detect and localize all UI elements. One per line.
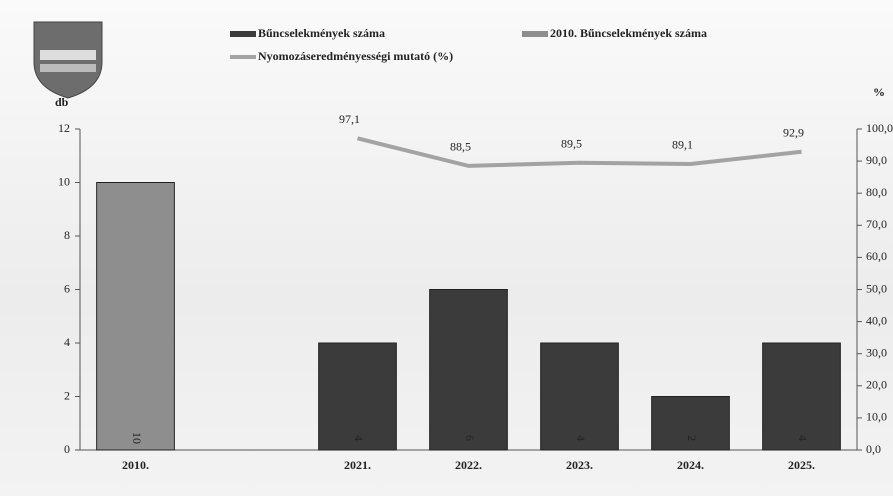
x-tick-label: 2010. xyxy=(122,458,149,472)
bar-value-label: 6 xyxy=(463,435,477,441)
y-tick-label: 0 xyxy=(64,442,70,456)
bar-value-label: 2 xyxy=(685,435,699,441)
y2-tick-label: 90,0 xyxy=(866,153,887,167)
y-axis-title: db xyxy=(55,95,69,109)
y2-tick-label: 60,0 xyxy=(866,249,887,263)
x-tick-label: 2024. xyxy=(677,458,704,472)
legend-label: Nyomozáseredményességi mutató (%) xyxy=(258,49,453,63)
x-tick-label: 2022. xyxy=(455,458,482,472)
bar xyxy=(319,343,397,450)
y2-tick-label: 70,0 xyxy=(866,217,887,231)
bar xyxy=(763,343,841,450)
line-value-label: 89,1 xyxy=(672,138,693,152)
bar-value-label: 4 xyxy=(574,435,588,441)
y-tick-label: 2 xyxy=(64,388,70,402)
y2-tick-label: 50,0 xyxy=(866,281,887,295)
y-tick-label: 6 xyxy=(64,281,70,295)
y2-tick-label: 30,0 xyxy=(866,345,887,359)
y-tick-label: 8 xyxy=(64,228,70,242)
legend-label: Bűncselekmények száma xyxy=(258,26,385,40)
line-value-label: 92,9 xyxy=(783,126,804,140)
bar-value-label: 4 xyxy=(352,435,366,441)
y2-tick-label: 100,0 xyxy=(866,121,893,135)
x-tick-label: 2025. xyxy=(788,458,815,472)
y-tick-label: 12 xyxy=(58,121,70,135)
y2-axis-title: % xyxy=(873,85,885,99)
line-value-label: 89,5 xyxy=(561,136,582,150)
y2-tick-label: 20,0 xyxy=(866,378,887,392)
x-tick-label: 2021. xyxy=(344,458,371,472)
y2-tick-label: 80,0 xyxy=(866,185,887,199)
y2-tick-label: 0,0 xyxy=(866,442,881,456)
bar-value-label: 4 xyxy=(796,435,810,441)
line-value-label: 97,1 xyxy=(339,112,360,126)
y-tick-label: 10 xyxy=(58,174,70,188)
bar xyxy=(541,343,619,450)
legend-swatch xyxy=(230,31,256,37)
bar-value-label: 10 xyxy=(130,432,144,444)
line-value-label: 88,5 xyxy=(450,140,471,154)
y2-tick-label: 10,0 xyxy=(866,410,887,424)
bar xyxy=(97,183,175,451)
chart: db % 0 2 4 6 8 10 12 0,0 10,0 20,0 30,0 40,0 50,0 60,… xyxy=(0,0,893,496)
legend-label: 2010. Bűncselekmények száma xyxy=(550,26,707,40)
bar xyxy=(430,290,508,451)
legend-swatch xyxy=(522,31,548,37)
x-tick-label: 2023. xyxy=(566,458,593,472)
y-tick-label: 4 xyxy=(64,335,70,349)
y2-tick-label: 40,0 xyxy=(866,313,887,327)
bar xyxy=(652,397,730,451)
